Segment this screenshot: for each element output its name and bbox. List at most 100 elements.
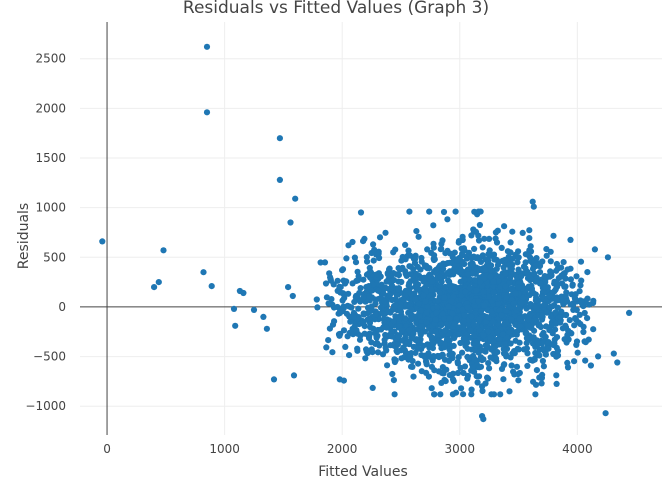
data-point xyxy=(393,292,400,299)
data-point xyxy=(543,309,551,316)
data-point xyxy=(517,323,524,330)
data-point xyxy=(553,353,560,360)
data-point xyxy=(492,235,499,242)
data-point xyxy=(614,359,621,366)
data-point xyxy=(485,360,492,367)
data-point xyxy=(346,352,353,359)
data-point xyxy=(457,268,464,275)
data-point xyxy=(437,321,445,328)
data-point xyxy=(314,304,321,311)
data-point xyxy=(449,254,456,261)
data-point xyxy=(394,348,401,356)
data-point xyxy=(595,353,602,360)
data-point xyxy=(432,328,439,335)
data-point xyxy=(532,391,539,398)
data-point xyxy=(573,338,581,345)
data-point xyxy=(539,357,547,365)
data-point xyxy=(519,229,526,236)
data-point xyxy=(533,294,540,301)
data-point xyxy=(501,341,508,348)
data-point xyxy=(526,227,533,234)
x-tick-label: 3000 xyxy=(444,442,475,456)
data-point xyxy=(591,246,599,253)
data-point xyxy=(492,355,500,362)
data-point xyxy=(475,237,483,244)
data-point xyxy=(549,303,556,310)
data-point xyxy=(559,280,566,287)
data-point xyxy=(364,258,371,265)
x-tick-label: 1000 xyxy=(209,442,240,456)
data-point xyxy=(476,266,483,274)
data-point xyxy=(580,328,587,336)
data-point xyxy=(356,336,364,343)
data-point xyxy=(477,208,484,215)
data-point xyxy=(363,254,370,261)
data-point xyxy=(486,262,493,269)
y-tick-label: −1000 xyxy=(25,399,66,413)
data-point xyxy=(571,358,578,365)
data-point xyxy=(328,296,335,303)
data-point xyxy=(489,318,496,325)
data-point xyxy=(515,254,522,261)
data-point xyxy=(477,278,484,286)
data-point xyxy=(481,235,488,242)
data-point xyxy=(508,362,515,369)
data-point xyxy=(460,369,467,377)
data-point xyxy=(446,372,453,379)
data-point xyxy=(292,195,299,202)
data-point xyxy=(340,305,347,312)
data-point xyxy=(459,349,466,356)
data-point xyxy=(604,254,612,261)
data-point xyxy=(498,312,505,319)
data-point xyxy=(479,244,486,251)
data-point xyxy=(374,349,382,356)
data-point xyxy=(569,282,576,289)
data-point xyxy=(360,310,367,317)
data-point xyxy=(564,266,571,273)
data-point xyxy=(347,318,354,325)
data-point xyxy=(466,276,473,283)
data-point xyxy=(580,323,587,330)
data-point xyxy=(367,268,374,275)
data-point xyxy=(516,304,523,311)
data-point xyxy=(507,340,514,347)
data-point xyxy=(481,266,488,273)
grid xyxy=(80,22,662,435)
data-point xyxy=(422,298,429,305)
data-point xyxy=(340,277,347,284)
data-point xyxy=(395,333,402,340)
data-point xyxy=(385,308,392,315)
data-point xyxy=(559,325,567,332)
data-point xyxy=(475,316,483,323)
data-point xyxy=(545,345,552,352)
data-point xyxy=(432,316,439,323)
data-point xyxy=(360,276,367,283)
data-point xyxy=(557,314,564,321)
data-point xyxy=(495,300,502,307)
data-point xyxy=(329,349,336,356)
data-point xyxy=(436,289,443,296)
data-point xyxy=(582,357,589,364)
data-point xyxy=(426,344,433,351)
data-point xyxy=(276,176,283,183)
data-point xyxy=(421,274,428,281)
data-point xyxy=(410,373,417,380)
data-point xyxy=(398,327,405,334)
data-point xyxy=(428,385,435,392)
data-point xyxy=(397,304,404,311)
data-point xyxy=(519,294,527,301)
data-point xyxy=(485,328,492,335)
data-point xyxy=(380,311,387,318)
data-point xyxy=(289,292,296,300)
data-point xyxy=(423,361,430,368)
data-point xyxy=(413,228,420,235)
data-point xyxy=(392,357,399,364)
y-tick-label: 2500 xyxy=(35,52,66,66)
data-point xyxy=(458,385,465,392)
data-point xyxy=(542,284,549,291)
data-point xyxy=(486,252,493,259)
data-point xyxy=(507,239,514,246)
data-point xyxy=(351,298,358,305)
data-point xyxy=(464,375,471,382)
data-point xyxy=(500,376,507,383)
